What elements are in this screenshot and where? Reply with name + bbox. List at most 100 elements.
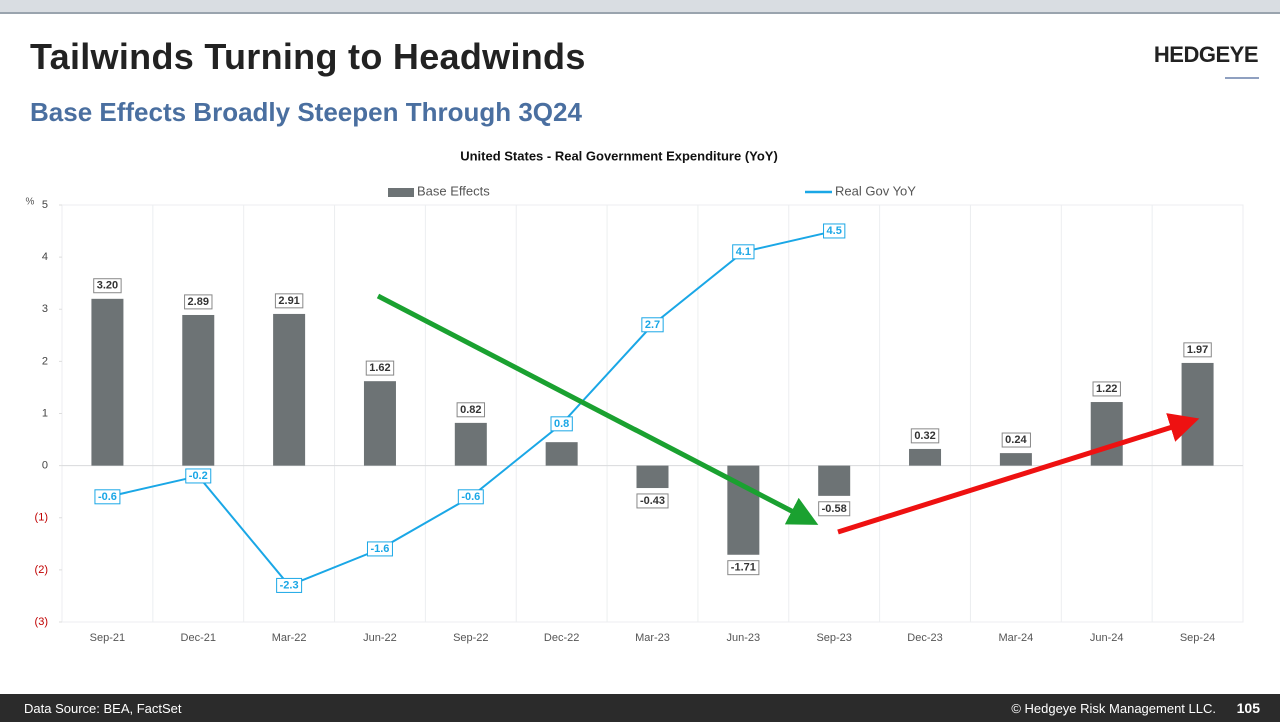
- bar: [636, 465, 669, 489]
- logo-underline: [1225, 77, 1259, 79]
- x-tick-label: Jun-23: [727, 632, 761, 644]
- line-value-label: -0.2: [189, 470, 208, 482]
- y-tick-label: (3): [35, 616, 48, 628]
- x-tick-label: Jun-24: [1090, 632, 1124, 644]
- page-number: 105: [1236, 700, 1260, 716]
- y-tick-label: 2: [42, 355, 48, 367]
- line-value-label: 4.5: [827, 225, 842, 237]
- bar: [363, 381, 396, 466]
- slide-subtitle: Base Effects Broadly Steepen Through 3Q2…: [30, 97, 582, 127]
- bar-value-label-group: 2.89: [184, 294, 213, 310]
- line-value-label-box: [732, 244, 755, 260]
- logo: HEDGEYE: [1153, 42, 1259, 67]
- x-tick-label: Jun-22: [363, 632, 397, 644]
- bar: [273, 313, 306, 466]
- y-tick-label: 3: [42, 303, 48, 315]
- line-value-label-box: [276, 577, 303, 593]
- bar-value-label: -0.43: [640, 495, 665, 507]
- bar-value-label: 0.82: [460, 404, 481, 416]
- bar: [909, 448, 942, 466]
- bar-value-label-box: [1183, 342, 1212, 358]
- bar-value-label-group: 3.20: [93, 278, 122, 294]
- bar-value-label-box: [636, 493, 669, 509]
- bar: [182, 314, 215, 466]
- legend-label: Real Gov YoY: [835, 183, 916, 198]
- bar-value-label-box: [274, 293, 304, 309]
- bar-value-label-box: [1092, 381, 1121, 397]
- bar-value-label-group: 0.82: [456, 402, 486, 418]
- bar-value-label-group: 1.97: [1183, 342, 1212, 358]
- bar-value-label-box: [910, 428, 940, 444]
- bar-value-label: -1.71: [731, 562, 756, 574]
- bar-value-label: 1.62: [369, 362, 390, 374]
- bar-value-label-group: 2.91: [274, 293, 304, 309]
- bar-value-label-group: -0.58: [818, 501, 851, 517]
- bar-value-label: 0.24: [1005, 434, 1027, 446]
- slide-title: Tailwinds Turning to Headwinds: [30, 36, 586, 77]
- x-tick-label: Dec-21: [181, 632, 216, 644]
- bar-value-label: 1.97: [1187, 344, 1208, 356]
- line-value-label-group: -0.6: [94, 489, 121, 505]
- bar-value-label-box: [365, 360, 395, 376]
- bar-value-label-group: 0.24: [1001, 432, 1031, 448]
- line-value-label-box: [550, 416, 573, 432]
- bar-value-label: 2.91: [278, 295, 299, 307]
- bar-value-label-box: [456, 402, 486, 418]
- bar-value-label-group: 1.62: [365, 360, 395, 376]
- top-bar: [0, 0, 1280, 14]
- bar: [818, 465, 851, 496]
- line-value-label-group: 0.8: [550, 416, 573, 432]
- bar-value-label-group: -1.71: [727, 560, 760, 576]
- line-value-label-box: [641, 317, 664, 333]
- bar: [1181, 362, 1214, 466]
- bar: [1090, 402, 1123, 466]
- bar-value-label-group: 0.32: [910, 428, 940, 444]
- x-tick-label: Mar-23: [635, 632, 670, 644]
- x-tick-label: Mar-22: [272, 632, 307, 644]
- line-value-label-box: [457, 489, 484, 505]
- bar-value-label: 3.20: [97, 280, 118, 292]
- x-tick-label: Dec-22: [544, 632, 579, 644]
- line-value-label-group: 4.1: [732, 244, 755, 260]
- bar-value-label-group: -0.43: [636, 493, 669, 509]
- bar-value-label-box: [184, 294, 213, 310]
- line-value-label: -2.3: [280, 579, 299, 591]
- down-arrow: [376, 293, 819, 525]
- y-tick-label: 0: [42, 460, 48, 472]
- x-tick-label: Sep-21: [90, 632, 125, 644]
- bar: [454, 422, 487, 466]
- line-value-label: -0.6: [461, 491, 480, 503]
- y-tick-label: 5: [42, 199, 48, 211]
- bar-value-label-box: [818, 501, 851, 517]
- x-tick-label: Mar-24: [998, 632, 1033, 644]
- line-value-label-group: -2.3: [276, 577, 303, 593]
- line-value-label-box: [94, 489, 121, 505]
- copyright: © Hedgeye Risk Management LLC.: [1011, 701, 1216, 716]
- line-value-label-group: 2.7: [641, 317, 664, 333]
- chart: United States - Real Government Expendit…: [26, 148, 1244, 644]
- plot-area: [61, 204, 1244, 623]
- line-value-label-group: -1.6: [366, 541, 393, 557]
- bar-value-label: 0.32: [914, 430, 935, 442]
- bar: [999, 453, 1032, 466]
- line-value-label-box: [823, 223, 846, 239]
- legend-label: Base Effects: [417, 183, 490, 198]
- up-arrow: [837, 413, 1200, 535]
- y-tick-label: 4: [42, 251, 48, 263]
- y-tick-label: (2): [35, 564, 48, 576]
- bar-value-label-box: [727, 560, 760, 576]
- line-value-label-box: [366, 541, 393, 557]
- x-tick-label: Sep-22: [453, 632, 488, 644]
- line-value-label: -0.6: [98, 491, 117, 503]
- bar: [91, 298, 124, 466]
- bar-value-label-box: [1001, 432, 1031, 448]
- line-value-label-group: 4.5: [823, 223, 846, 239]
- bar: [545, 442, 578, 466]
- bar-value-label: 2.89: [188, 296, 209, 308]
- legend-swatch: [388, 188, 414, 197]
- y-tick-label: (1): [35, 512, 48, 524]
- bar-value-label: -0.58: [822, 503, 847, 515]
- x-tick-label: Dec-23: [907, 632, 942, 644]
- bar-value-label-group: 1.22: [1092, 381, 1121, 397]
